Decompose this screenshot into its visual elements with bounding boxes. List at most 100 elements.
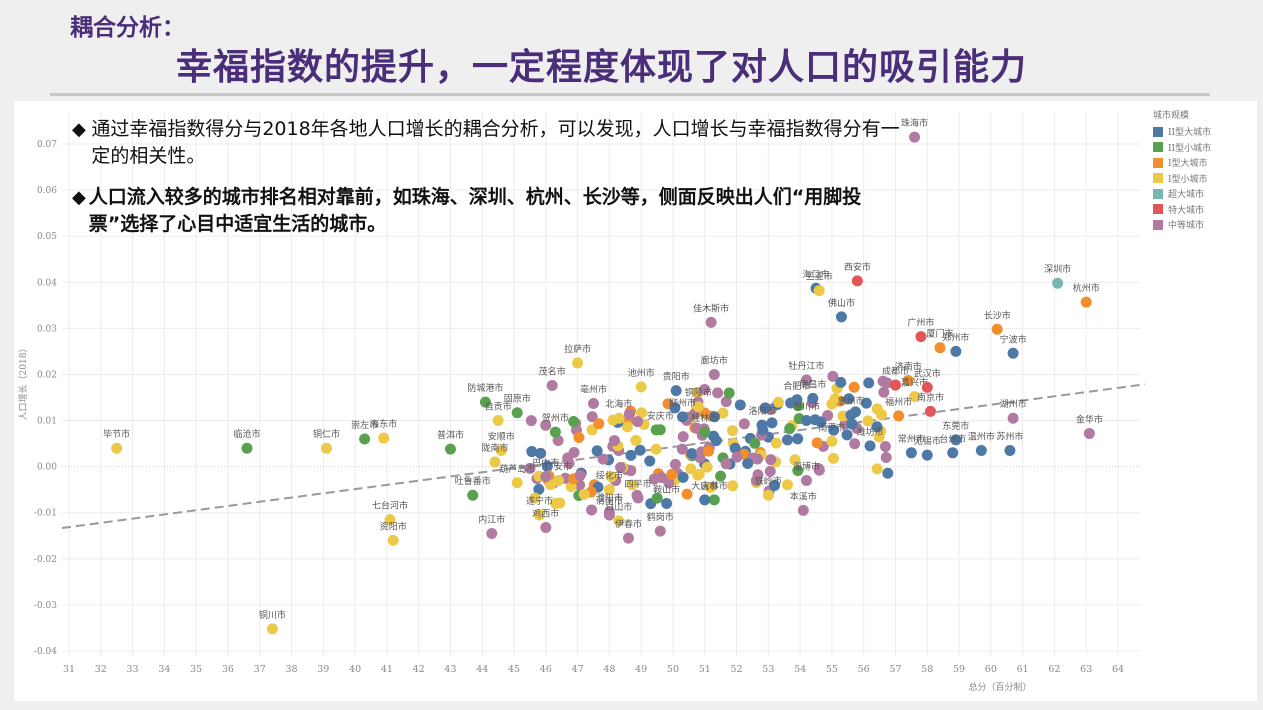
data-point[interactable] [792, 433, 804, 445]
data-point[interactable] [540, 419, 552, 431]
data-point[interactable] [644, 455, 656, 467]
data-point[interactable] [586, 411, 598, 423]
data-point[interactable] [769, 479, 781, 491]
labeled-data-point[interactable]: 四平市 [624, 478, 652, 504]
data-point[interactable] [606, 471, 618, 483]
data-point[interactable] [731, 451, 743, 463]
data-point[interactable] [837, 410, 849, 422]
labeled-data-point[interactable]: 临沧市 [234, 428, 261, 454]
data-point[interactable] [625, 465, 637, 477]
data-point[interactable] [686, 448, 698, 460]
labeled-data-point[interactable]: 西安市 [844, 261, 871, 287]
labeled-data-point[interactable]: 长沙市 [984, 309, 1011, 335]
data-point[interactable] [781, 479, 793, 491]
data-point[interactable] [871, 421, 883, 433]
labeled-data-point[interactable]: 崇左市 [351, 419, 378, 445]
labeled-data-point[interactable]: 大庆市 [691, 480, 718, 506]
labeled-data-point[interactable]: 牡丹江市 [788, 360, 824, 386]
labeled-data-point[interactable]: 毕节市 [103, 428, 130, 454]
data-point[interactable] [759, 402, 771, 414]
labeled-data-point[interactable]: 自贡市 [485, 401, 512, 427]
data-point[interactable] [879, 441, 891, 453]
data-point[interactable] [720, 458, 732, 470]
labeled-data-point[interactable]: 渭南市 [596, 495, 623, 521]
data-point[interactable] [593, 418, 605, 430]
labeled-data-point[interactable]: 本溪市 [790, 490, 817, 516]
data-point[interactable] [878, 386, 890, 398]
labeled-data-point[interactable]: 淄博市 [793, 460, 820, 486]
data-point[interactable] [727, 480, 739, 492]
labeled-data-point[interactable]: 廊坊市 [701, 354, 728, 380]
data-point[interactable] [524, 462, 536, 474]
labeled-data-point[interactable]: 铜陵市 [685, 387, 712, 413]
data-point[interactable] [813, 464, 825, 476]
labeled-data-point[interactable]: 铜仁市 [313, 428, 340, 454]
data-point[interactable] [632, 416, 644, 428]
labeled-data-point[interactable]: 温州市 [968, 431, 995, 457]
data-point[interactable] [651, 492, 663, 504]
data-point[interactable] [526, 446, 538, 458]
labeled-data-point[interactable]: 湖州市 [1000, 398, 1027, 424]
data-point[interactable] [811, 437, 823, 449]
data-point[interactable] [880, 452, 892, 464]
labeled-data-point[interactable]: 惠州市 [837, 395, 864, 421]
data-point[interactable] [677, 431, 689, 443]
labeled-data-point[interactable]: 嘉兴市 [901, 377, 928, 403]
labeled-data-point[interactable]: 绥化市 [596, 470, 623, 496]
legend-item[interactable]: II型大城市 [1153, 124, 1211, 140]
labeled-data-point[interactable]: 伊春市 [615, 518, 642, 544]
labeled-data-point[interactable]: 贵阳市 [663, 371, 690, 397]
labeled-data-point[interactable]: 白山市 [605, 501, 632, 527]
legend-item[interactable]: 特大城市 [1153, 202, 1211, 218]
labeled-data-point[interactable]: 遂宁市 [526, 495, 553, 521]
data-point[interactable] [709, 411, 721, 423]
labeled-data-point[interactable]: 济南市 [895, 360, 922, 386]
labeled-data-point[interactable]: 安顺市 [488, 431, 515, 457]
labeled-data-point[interactable]: 广安市 [545, 460, 572, 486]
labeled-data-point[interactable]: 铜川市 [259, 609, 286, 635]
labeled-data-point[interactable]: 常州市 [898, 433, 925, 459]
data-point[interactable] [626, 479, 638, 491]
labeled-data-point[interactable]: 海东市 [370, 418, 397, 444]
data-point[interactable] [770, 437, 782, 449]
data-point[interactable] [574, 469, 586, 481]
data-point[interactable] [586, 504, 598, 516]
data-point[interactable] [615, 462, 627, 474]
data-point[interactable] [562, 452, 574, 464]
data-point[interactable] [862, 415, 874, 427]
data-point[interactable] [578, 488, 590, 500]
labeled-data-point[interactable]: 桂林市 [691, 412, 718, 438]
labeled-data-point[interactable]: 吐鲁番市 [455, 475, 491, 501]
labeled-data-point[interactable]: 福州市 [885, 396, 912, 422]
data-point[interactable] [703, 445, 715, 457]
labeled-data-point[interactable]: 葫芦岛市 [499, 463, 535, 489]
data-point[interactable] [692, 469, 704, 481]
data-point[interactable] [535, 447, 547, 459]
labeled-data-point[interactable]: 北海市 [605, 398, 632, 424]
labeled-data-point[interactable]: 南平市 [818, 421, 845, 447]
data-point[interactable] [766, 417, 778, 429]
labeled-data-point[interactable]: 宁波市 [1000, 333, 1027, 359]
labeled-data-point[interactable]: 深圳市 [1044, 263, 1071, 289]
data-point[interactable] [573, 432, 585, 444]
labeled-data-point[interactable]: 杭州市 [1073, 282, 1100, 308]
labeled-data-point[interactable]: 贺州市 [542, 412, 569, 438]
labeled-data-point[interactable]: 陇南市 [481, 442, 508, 468]
labeled-data-point[interactable]: 南京市 [917, 391, 944, 417]
labeled-data-point[interactable]: 资阳市 [380, 520, 407, 546]
data-point[interactable] [699, 383, 711, 395]
data-point[interactable] [636, 407, 648, 419]
data-point[interactable] [742, 457, 754, 469]
data-point[interactable] [669, 402, 681, 414]
data-point[interactable] [666, 468, 678, 480]
data-point[interactable] [751, 453, 763, 465]
labeled-data-point[interactable]: 池州市 [628, 367, 655, 393]
legend-item[interactable]: II型小城市 [1153, 140, 1211, 156]
data-point[interactable] [676, 443, 688, 455]
data-point[interactable] [650, 443, 662, 455]
labeled-data-point[interactable]: 鹤岗市 [647, 511, 674, 537]
data-point[interactable] [533, 483, 545, 495]
data-point[interactable] [863, 377, 875, 389]
data-point[interactable] [677, 471, 689, 483]
data-point[interactable] [792, 465, 804, 477]
